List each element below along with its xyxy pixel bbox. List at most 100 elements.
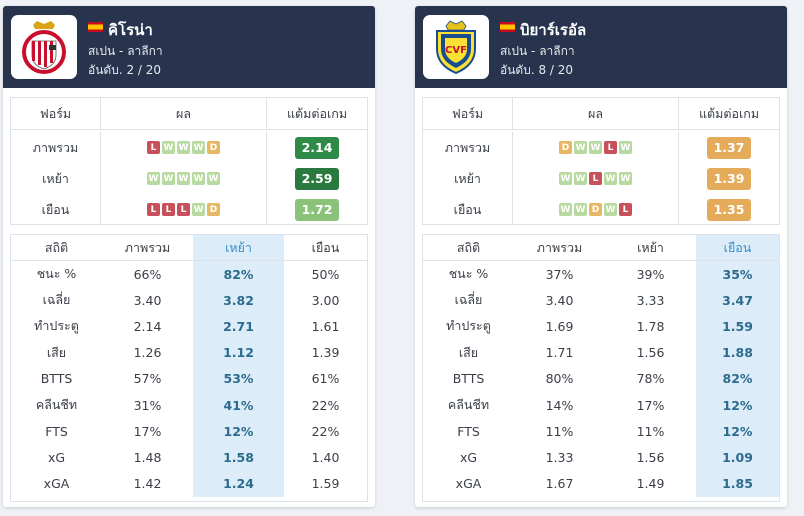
stat-value: 3.40 [133, 292, 162, 308]
result-badge[interactable]: L [604, 141, 617, 154]
result-badge[interactable]: L [147, 141, 160, 154]
result-badge[interactable]: W [162, 172, 175, 185]
result-badge[interactable]: W [604, 203, 617, 216]
form-row: เยือน L L L W D 1.72 [11, 194, 367, 225]
stat-value: 1.12 [193, 339, 284, 366]
stat-label: FTS [45, 423, 68, 439]
girona-crest-icon[interactable] [11, 15, 77, 79]
result-badge[interactable]: W [574, 172, 587, 185]
result-badge[interactable]: W [604, 172, 617, 185]
result-badge[interactable]: W [574, 203, 587, 216]
result-badge[interactable]: W [589, 141, 602, 154]
stats-row: BTTS 80% 78% 82% [423, 365, 779, 392]
stat-label: เฉลี่ย [42, 292, 71, 308]
result-badge[interactable]: D [207, 203, 220, 216]
stat-value: 1.33 [545, 449, 574, 465]
form-table-header: ฟอร์ม ผล แต้มต่อเกม [423, 98, 779, 130]
stat-value: 3.82 [193, 287, 284, 314]
result-badge[interactable]: W [162, 141, 175, 154]
stat-value: 1.59 [311, 476, 340, 492]
stats-table: สถิติ ภาพรวม เหย้า เยือน ชนะ % 37% 39% 35% เฉลี่… [422, 234, 780, 502]
stats-column-header[interactable]: เหย้า [193, 235, 284, 260]
result-badge[interactable]: L [589, 172, 602, 185]
league-name: สเปน - ลาลีกา [88, 44, 163, 58]
stat-label: xG [47, 449, 66, 465]
result-badge[interactable]: L [162, 203, 175, 216]
stat-value: 12% [696, 418, 779, 445]
result-badge[interactable]: L [147, 203, 160, 216]
result-badge[interactable]: W [192, 141, 205, 154]
ppg-badge: 1.72 [294, 198, 340, 221]
form-row-label: เหย้า [11, 163, 101, 194]
result-badge[interactable]: L [177, 203, 190, 216]
stats-row: ทำประตู 1.69 1.78 1.59 [423, 313, 779, 340]
stat-value: 1.26 [133, 345, 162, 361]
stat-label: xGA [455, 476, 482, 492]
league-rank: อันดับ. 8 / 20 [500, 63, 574, 77]
ppg-cell: 2.59 [267, 163, 367, 194]
result-badge[interactable]: W [619, 141, 632, 154]
result-badge[interactable]: W [147, 172, 160, 185]
stats-column-header: สถิติ [44, 239, 69, 255]
stats-column-header[interactable]: เยือน [311, 239, 340, 255]
result-badge[interactable]: W [207, 172, 220, 185]
stat-value: 1.48 [133, 449, 162, 465]
stat-value: 50% [311, 266, 340, 282]
result-badge[interactable]: W [619, 172, 632, 185]
stat-value: 14% [545, 397, 574, 413]
team-name[interactable]: บิยาร์เรอัล [520, 21, 587, 39]
stat-value: 3.40 [545, 292, 574, 308]
stat-value: 1.39 [311, 345, 340, 361]
result-badge[interactable]: D [589, 203, 602, 216]
result-badge[interactable]: W [574, 141, 587, 154]
stat-value: 22% [311, 423, 340, 439]
stat-value: 3.47 [696, 287, 779, 314]
form-row: เหย้า W W L W W 1.39 [423, 163, 779, 194]
result-badge[interactable]: W [559, 172, 572, 185]
result-badge[interactable]: W [192, 203, 205, 216]
stat-label: ทำประตู [446, 318, 491, 334]
stat-value: 1.67 [545, 476, 574, 492]
stat-label: xG [459, 449, 478, 465]
stats-column-header[interactable]: เยือน [696, 235, 779, 260]
stat-label: ทำประตู [34, 318, 79, 334]
form-row-label: เยือน [11, 194, 101, 225]
stat-value: 35% [696, 261, 779, 288]
stats-column-header[interactable]: เหย้า [637, 239, 664, 255]
villarreal-crest-icon[interactable]: CVF [423, 15, 489, 79]
form-table-body: ภาพรวม D W W L W 1.37 เหย้า W W L W W 1.39 เยือน W W D W L 1… [423, 130, 779, 225]
result-badge[interactable]: D [559, 141, 572, 154]
ppg-cell: 1.39 [679, 163, 779, 194]
stat-value: 3.00 [311, 292, 340, 308]
ppg-header-label: แต้มต่อเกม [698, 105, 760, 121]
stat-label: คลีนชีท [35, 397, 78, 413]
stat-label: ชนะ % [36, 266, 77, 282]
stats-row: คลีนชีท 14% 17% 12% [423, 391, 779, 419]
stat-value: 3.33 [636, 292, 665, 308]
result-badge[interactable]: W [192, 172, 205, 185]
form-header-label: ฟอร์ม [423, 98, 513, 129]
stats-column-header[interactable]: ภาพรวม [124, 239, 171, 255]
stat-label: xGA [43, 476, 70, 492]
stats-column-header[interactable]: ภาพรวม [536, 239, 583, 255]
result-badge[interactable]: W [177, 141, 190, 154]
league-rank: อันดับ. 2 / 20 [88, 63, 162, 77]
stat-value: 1.09 [696, 444, 779, 471]
result-badge[interactable]: L [619, 203, 632, 216]
form-row-label: ภาพรวม [423, 132, 513, 163]
result-badge[interactable]: D [207, 141, 220, 154]
form-row: เหย้า W W W W W 2.59 [11, 163, 367, 194]
form-row-label: เยือน [423, 194, 513, 225]
team-name[interactable]: คิโรน่า [108, 21, 153, 39]
svg-text:CVF: CVF [445, 45, 467, 56]
result-badge[interactable]: W [559, 203, 572, 216]
result-badge[interactable]: W [177, 172, 190, 185]
league-name: สเปน - ลาลีกา [500, 44, 575, 58]
stat-label: เสีย [458, 344, 479, 360]
stat-value: 37% [545, 266, 574, 282]
stat-label: เสีย [46, 344, 67, 360]
form-row: ภาพรวม L W W W D 2.14 [11, 132, 367, 163]
